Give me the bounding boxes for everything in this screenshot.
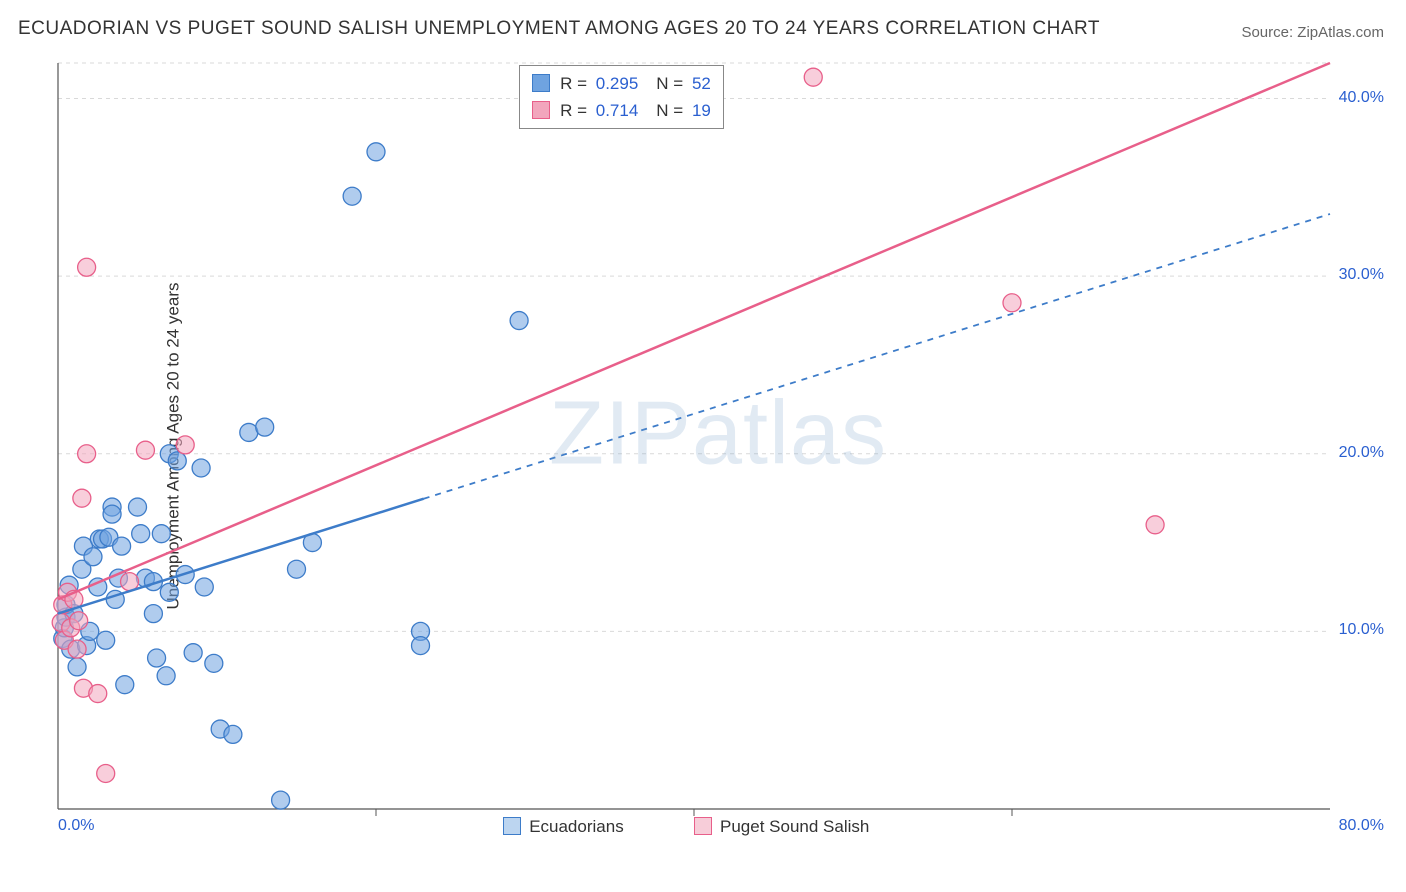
stats-r-label: R = <box>560 101 592 120</box>
source-label: Source: ZipAtlas.com <box>1241 24 1384 41</box>
chart-title: ECUADORIAN VS PUGET SOUND SALISH UNEMPLO… <box>18 18 1100 40</box>
legend-puget-sound-salish: Puget Sound Salish <box>694 817 869 837</box>
scatter-plot: ZIPatlas R = 0.295N = 52R = 0.714N = 19 … <box>50 55 1386 845</box>
stats-n-value: 19 <box>692 101 711 120</box>
stats-n-label: N = <box>656 74 688 93</box>
stats-n-value: 52 <box>692 74 711 93</box>
y-tick-label: 40.0% <box>1339 89 1384 107</box>
x-tick-label: 0.0% <box>58 817 94 835</box>
y-tick-label: 10.0% <box>1339 621 1384 639</box>
stats-r-value: 0.714 <box>596 101 639 120</box>
legend-swatch <box>694 817 712 835</box>
x-tick-label: 80.0% <box>1339 817 1384 835</box>
legend-label: Ecuadorians <box>529 817 624 836</box>
stats-swatch <box>532 74 550 92</box>
stats-n-label: N = <box>656 101 688 120</box>
stats-swatch <box>532 101 550 119</box>
y-tick-label: 30.0% <box>1339 266 1384 284</box>
stats-r-value: 0.295 <box>596 74 639 93</box>
legend-ecuadorians: Ecuadorians <box>503 817 624 837</box>
y-tick-label: 20.0% <box>1339 444 1384 462</box>
legend-label: Puget Sound Salish <box>720 817 869 836</box>
stats-r-label: R = <box>560 74 592 93</box>
correlation-stats-box: R = 0.295 N = 52 R = 0.714 N = 19 <box>519 65 724 129</box>
plot-svg <box>50 55 1386 845</box>
legend-swatch <box>503 817 521 835</box>
